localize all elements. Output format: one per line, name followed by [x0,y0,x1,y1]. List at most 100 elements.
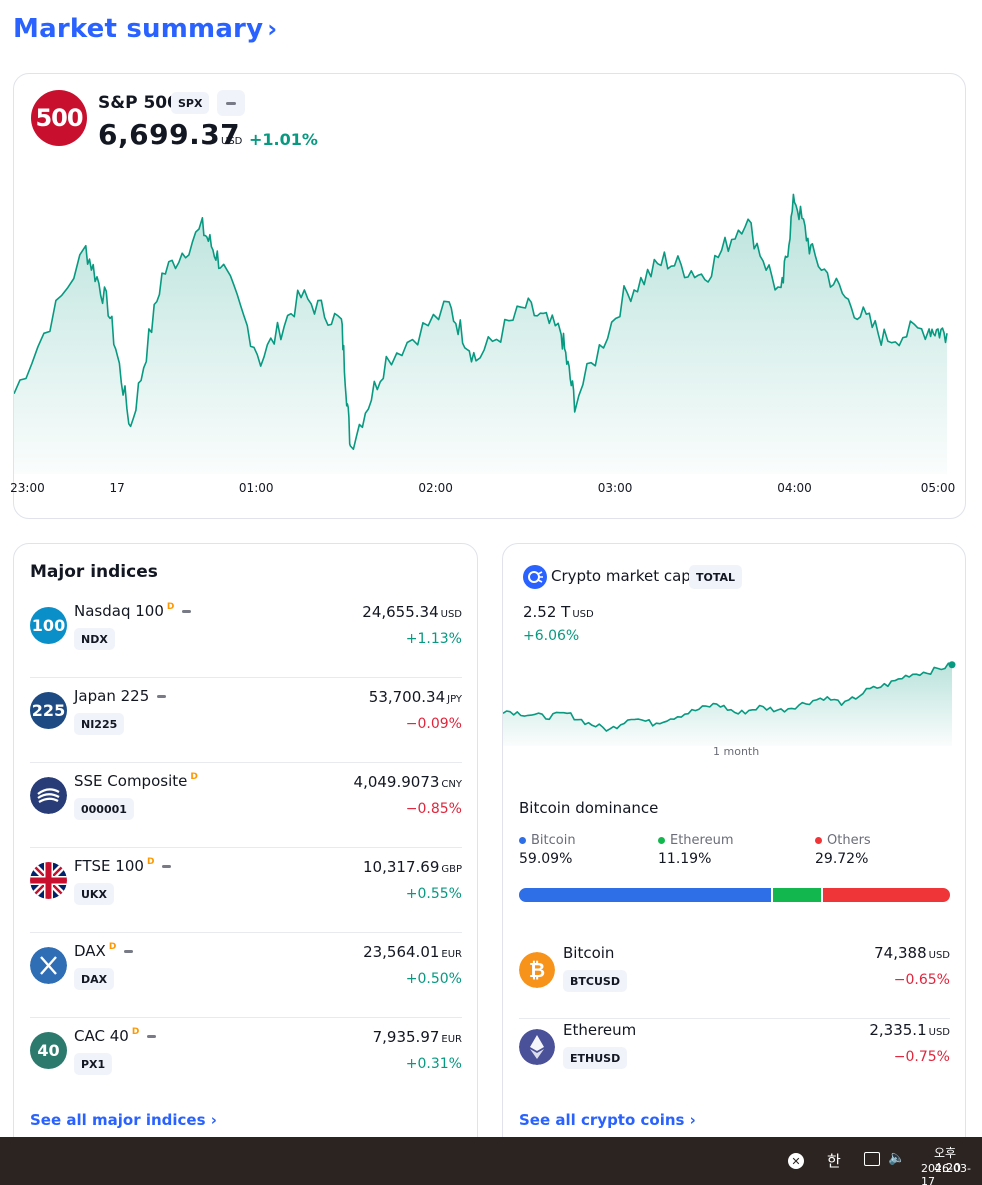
spx-logo-icon: 500 [31,90,87,146]
delayed-data-marker: D [146,857,155,867]
x-tick-label: 05:00 [920,481,956,495]
volume-icon[interactable]: 🔈 [888,1150,906,1166]
chart-series-line [14,193,948,450]
spx-name[interactable]: S&P 500 [98,93,179,113]
spx-change: +1.01% [249,130,318,149]
index-row[interactable]: SSE Composite D 000001 4,049.9073 CNY −0.8… [30,763,462,848]
index-row[interactable]: FTSE 100 D UKX 10,317.69 GBP +0.55% [30,848,462,933]
index-row[interactable]: 40 CAC 40 D PX1 7,935.97 EUR +0.31% [30,1018,462,1103]
index-price: 7,935.97 EUR [372,1028,462,1046]
nikkei-logo-icon: 225 [30,692,67,729]
index-name[interactable]: SSE Composite D [74,772,198,790]
index-ticker-tag[interactable]: DAX [74,968,115,990]
index-ticker-tag[interactable]: NDX [74,628,115,650]
taskbar: ✕ 한 🔈 오후 4:20 2026-03-17 [0,1137,982,1185]
index-ticker-tag[interactable]: 000001 [74,798,134,820]
dominance-bar [519,888,950,902]
crypto-cap-unit: USD [572,609,594,620]
coin-name[interactable]: Ethereum [563,1021,637,1039]
market-status-icon [124,950,134,953]
sse-logo-icon [30,777,67,814]
index-price: 53,700.34 JPY [368,688,462,706]
dominance-item: Bitcoin 59.09% [519,833,576,867]
dominance-value: 59.09% [519,851,573,867]
dominance-label: Ethereum [670,833,734,848]
x-tick-label: 23:00 [10,481,45,495]
index-change: +0.31% [405,1056,462,1072]
row-divider [519,1018,950,1019]
chart-period-label: 1 month [713,745,760,758]
coin-ticker-tag[interactable]: ETHUSD [563,1047,628,1069]
crypto-market-cap-title[interactable]: Crypto market cap [551,567,691,585]
index-ticker-tag[interactable]: PX1 [74,1053,113,1075]
bitcoin-dominance-title: Bitcoin dominance [519,799,659,817]
major-indices-title: Major indices [30,562,158,582]
dominance-segment [773,888,822,902]
row-divider [30,1017,462,1018]
crypto-market-cap-value: 2.52 T USD [523,603,594,621]
market-status-icon [182,610,192,613]
index-name[interactable]: Nasdaq 100 D [74,602,192,620]
spx-chart[interactable] [14,174,965,474]
index-name[interactable]: CAC 40 D [74,1027,157,1045]
legend-dot [658,837,665,844]
index-ticker-tag[interactable]: NI225 [74,713,125,735]
index-name[interactable]: Japan 225 [74,687,167,705]
coin-row[interactable]: ₿ Bitcoin BTCUSD 74,388 USD −0.65% [519,944,950,1019]
market-summary-link[interactable]: Market summary › [13,14,277,44]
row-divider [30,932,462,933]
spx-price: 6,699.37 [98,118,241,151]
uk-flag-icon [30,862,67,899]
x-tick-label: 01:00 [238,481,274,495]
see-all-crypto-link[interactable]: See all crypto coins › [519,1111,696,1129]
legend-dot [815,837,822,844]
x-tick-label: 04:00 [777,481,812,495]
index-price: 10,317.69 GBP [363,858,462,876]
index-ticker-tag[interactable]: UKX [74,883,114,905]
close-circle-icon[interactable]: ✕ [788,1153,804,1169]
market-status-icon [162,865,172,868]
coin-ticker-tag[interactable]: BTCUSD [563,970,627,992]
dominance-item: Ethereum 11.19% [658,833,734,867]
major-indices-card: Major indices 100 Nasdaq 100 D NDX 24,655… [13,543,478,1163]
index-name[interactable]: DAX D [74,942,134,960]
svg-text:₿: ₿ [529,958,545,982]
clock-date[interactable]: 2026-03-17 [921,1162,971,1185]
index-change: −0.09% [405,716,462,732]
chart-last-point [948,661,956,669]
clock-time[interactable]: 오후 4:20 [934,1146,961,1175]
ethereum-icon [519,1029,555,1065]
dominance-segment [823,888,950,902]
dominance-segment [519,888,772,902]
x-tick-label: 02:00 [418,481,453,495]
network-icon[interactable] [864,1152,880,1166]
spx-currency: USD [221,136,243,147]
crypto-card: Crypto market cap TOTAL 2.52 T USD +6.06%… [502,543,966,1163]
see-all-indices-link[interactable]: See all major indices › [30,1111,217,1129]
delayed-data-marker: D [190,772,198,782]
market-status-icon [157,695,167,698]
coin-change: −0.65% [893,972,950,988]
crypto-cap-chart[interactable] [503,651,965,746]
coin-name[interactable]: Bitcoin [563,944,615,962]
index-change: +0.55% [405,886,462,902]
x-tick-label: 03:00 [597,481,633,495]
ime-indicator[interactable]: 한 [827,1152,841,1170]
row-divider [30,677,462,678]
index-name[interactable]: FTSE 100 D [74,857,172,875]
spx-ticker-tag[interactable]: SPX [171,92,210,114]
coin-price: 74,388 USD [874,944,950,962]
index-row[interactable]: 100 Nasdaq 100 D NDX 24,655.34 USD +1.13% [30,593,462,678]
dominance-item: Others 29.72% [815,833,871,867]
dominance-label: Bitcoin [531,833,576,848]
spx-card[interactable]: 500 S&P 500 SPX 6,699.37 USD +1.01% 23:0… [10,73,966,519]
dominance-label: Others [827,833,871,848]
legend-dot [519,837,526,844]
index-row[interactable]: 225 Japan 225 NI225 53,700.34 JPY −0.09% [30,678,462,763]
dax-logo-icon [30,947,67,984]
coin-row[interactable]: Ethereum ETHUSD 2,335.1 USD −0.75% [519,1021,950,1096]
crypto-total-tag[interactable]: TOTAL [689,565,743,589]
index-row[interactable]: DAX D DAX 23,564.01 EUR +0.50% [30,933,462,1018]
index-price: 23,564.01 EUR [363,943,462,961]
dominance-value: 29.72% [815,851,869,867]
